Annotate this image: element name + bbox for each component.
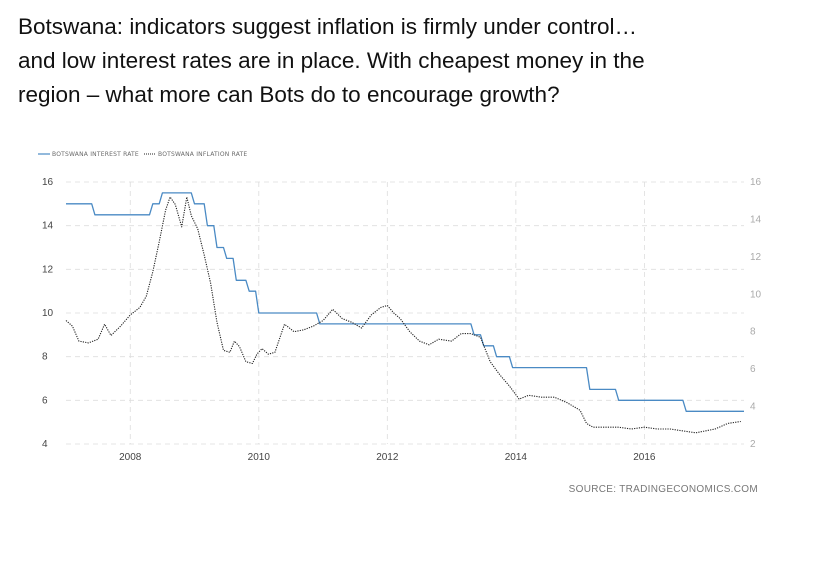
x-tick-label: 2012 — [376, 452, 399, 463]
y-left-tick-label: 10 — [42, 308, 54, 319]
series-line-interest-rate — [66, 192, 744, 412]
y-axis-right: 2 4 6 8 10 12 14 16 — [750, 177, 762, 450]
chart-legend: BOTSWANA INTEREST RATE BOTSWANA INFLATIO… — [38, 151, 247, 158]
y-left-tick-label: 8 — [42, 352, 48, 363]
slide-title-line-1: Botswana: indicators suggest inflation i… — [18, 14, 638, 39]
slide-title: Botswana: indicators suggest inflation i… — [18, 10, 808, 112]
slide-title-line-2: and low interest rates are in place. Wit… — [18, 48, 645, 73]
x-axis: 2008 2010 2012 2014 2016 — [119, 452, 656, 463]
legend-label-interest-rate: BOTSWANA INTEREST RATE — [52, 151, 139, 158]
y-axis-left: 4 6 8 10 12 14 16 — [42, 177, 54, 450]
y-right-tick-label: 14 — [750, 214, 762, 225]
y-right-tick-label: 12 — [750, 252, 762, 263]
series-layer — [65, 192, 744, 434]
y-right-tick-label: 6 — [750, 364, 756, 375]
chart-source: SOURCE: TRADINGECONOMICS.COM — [569, 484, 758, 495]
y-right-tick-label: 8 — [750, 327, 756, 338]
x-tick-label: 2008 — [119, 452, 142, 463]
line-chart: BOTSWANA INTEREST RATE BOTSWANA INFLATIO… — [38, 151, 762, 495]
y-left-tick-label: 12 — [42, 264, 54, 275]
x-tick-label: 2016 — [633, 452, 656, 463]
y-right-tick-label: 16 — [750, 177, 762, 188]
y-right-tick-label: 10 — [750, 289, 762, 300]
series-line-inflation-rate — [65, 196, 741, 434]
y-left-tick-label: 14 — [42, 221, 54, 232]
legend-label-inflation-rate: BOTSWANA INFLATION RATE — [158, 151, 247, 158]
y-left-tick-label: 16 — [42, 177, 54, 188]
x-tick-label: 2014 — [505, 452, 528, 463]
y-left-tick-label: 4 — [42, 439, 48, 450]
chart-grid — [66, 181, 744, 445]
slide-title-line-3: region – what more can Bots do to encour… — [18, 82, 560, 107]
y-right-tick-label: 2 — [750, 439, 756, 450]
y-left-tick-label: 6 — [42, 395, 48, 406]
x-tick-label: 2010 — [248, 452, 271, 463]
y-right-tick-label: 4 — [750, 402, 756, 413]
